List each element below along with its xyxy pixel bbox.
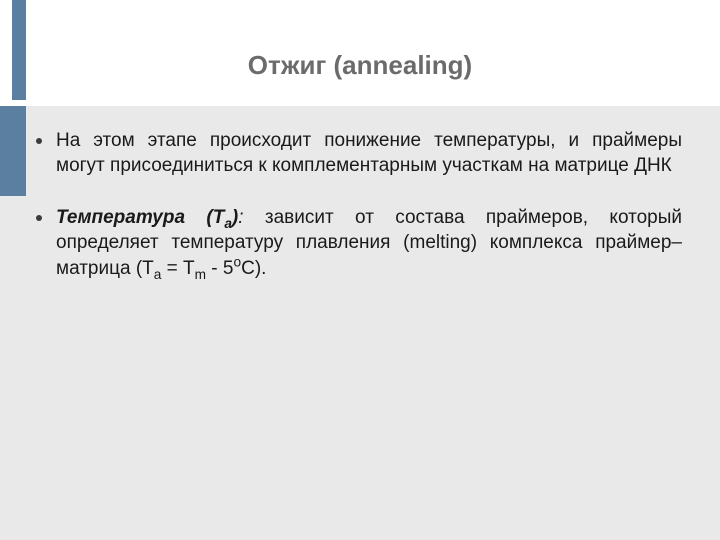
text-run: m [195, 267, 206, 282]
text-run: - 5 [206, 258, 233, 279]
title-area: Отжиг (annealing) [0, 50, 720, 81]
text-run: о [233, 254, 241, 269]
bullet-item-1: На этом этапе происходит понижение темпе… [56, 128, 682, 179]
bullet-list: На этом этапе происходит понижение темпе… [0, 128, 720, 281]
text-run: На этом этапе происходит понижение темпе… [56, 130, 682, 176]
accent-bar-2 [0, 106, 26, 196]
text-run: = T [161, 258, 194, 279]
text-run: а [224, 216, 232, 231]
slide: На этом этапе происходит понижение темпе… [0, 0, 720, 540]
slide-title: Отжиг (annealing) [248, 50, 472, 80]
text-run: Температура (Т [56, 207, 224, 228]
bullet-item-2: Температура (Та): зависит от состава пра… [56, 205, 682, 281]
accent-bar-1 [12, 0, 26, 100]
content-area: На этом этапе происходит понижение темпе… [0, 106, 720, 540]
text-run: С). [241, 258, 266, 279]
